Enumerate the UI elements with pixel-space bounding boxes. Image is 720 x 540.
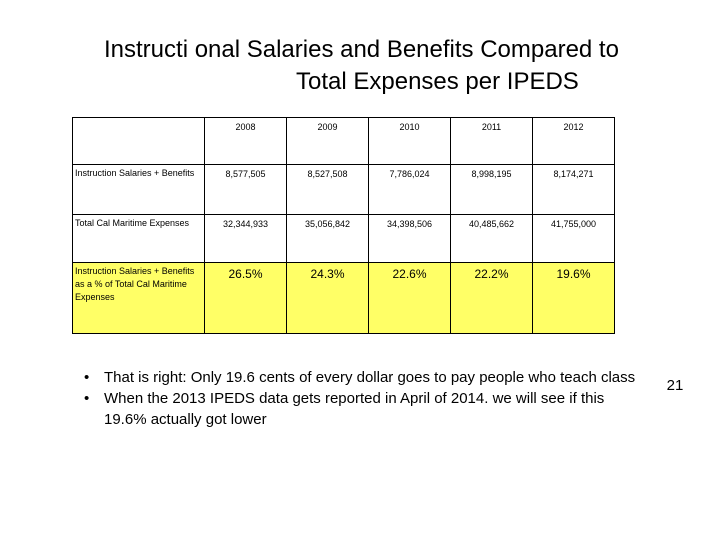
table-cell: 34,398,506 bbox=[368, 214, 451, 263]
list-item: • When the 2013 IPEDS data gets reported… bbox=[84, 388, 644, 430]
table-cell: 22.6% bbox=[368, 262, 451, 334]
salaries-table: 2008 2009 2010 2011 2012 Instruction Sal… bbox=[72, 117, 615, 334]
table-header-row: 2008 2009 2010 2011 2012 bbox=[72, 117, 615, 165]
slide-title-line-1: Instructi onal Salaries and Benefits Com… bbox=[104, 36, 619, 63]
table-cell: 40,485,662 bbox=[450, 214, 533, 263]
bullet-icon: • bbox=[84, 369, 90, 386]
table-cell: 24.3% bbox=[286, 262, 369, 334]
list-item: • That is right: Only 19.6 cents of ever… bbox=[84, 367, 644, 388]
table-row-total-expenses: Total Cal Maritime Expenses 32,344,933 3… bbox=[72, 214, 615, 263]
table-cell: 8,174,271 bbox=[532, 164, 615, 215]
bullet-list: • That is right: Only 19.6 cents of ever… bbox=[84, 367, 644, 430]
row-label: Total Cal Maritime Expenses bbox=[72, 214, 205, 263]
table-cell: 8,577,505 bbox=[204, 164, 287, 215]
table-cell: 7,786,024 bbox=[368, 164, 451, 215]
bullet-text: That is right: Only 19.6 cents of every … bbox=[104, 369, 636, 386]
year-header-2011: 2011 bbox=[450, 117, 533, 165]
slide-title-line-2: Total Expenses per IPEDS bbox=[296, 68, 579, 95]
table-cell: 26.5% bbox=[204, 262, 287, 334]
page-number: 21 bbox=[666, 377, 684, 394]
year-header-2009: 2009 bbox=[286, 117, 369, 165]
table-row-percent-of-total: Instruction Salaries + Benefits as a % o… bbox=[72, 262, 615, 334]
row-label: Instruction Salaries + Benefits bbox=[72, 164, 205, 215]
table-cell: 35,056,842 bbox=[286, 214, 369, 263]
year-header-2008: 2008 bbox=[204, 117, 287, 165]
slide-title: Instructi onal Salaries and Benefits Com… bbox=[60, 34, 700, 98]
bullet-icon: • bbox=[84, 390, 90, 407]
table-cell: 19.6% bbox=[532, 262, 615, 334]
table-cell: 8,998,195 bbox=[450, 164, 533, 215]
table-row-instruction-salaries: Instruction Salaries + Benefits 8,577,50… bbox=[72, 164, 615, 215]
table-cell: 32,344,933 bbox=[204, 214, 287, 263]
table-cell: 41,755,000 bbox=[532, 214, 615, 263]
bullet-text: When the 2013 IPEDS data gets reported i… bbox=[104, 390, 605, 428]
row-label: Instruction Salaries + Benefits as a % o… bbox=[72, 262, 205, 334]
year-header-2010: 2010 bbox=[368, 117, 451, 165]
table-corner-cell bbox=[72, 117, 205, 165]
year-header-2012: 2012 bbox=[532, 117, 615, 165]
table-cell: 8,527,508 bbox=[286, 164, 369, 215]
table-cell: 22.2% bbox=[450, 262, 533, 334]
